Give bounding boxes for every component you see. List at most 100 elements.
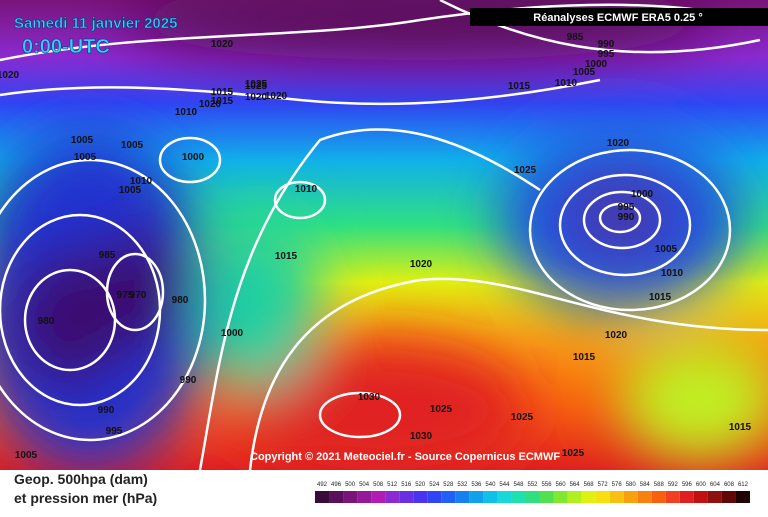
colorbar-cell — [623, 491, 638, 503]
isobar-label: 1025 — [245, 79, 268, 90]
colorbar-cell — [427, 491, 442, 503]
isobar-label: 1025 — [514, 165, 537, 176]
isobar-label: 1000 — [631, 189, 654, 200]
isobar-label: 1025 — [511, 412, 534, 423]
isobar-label: 1010 — [175, 107, 198, 118]
source: Réanalyses ECMWF ERA5 0.25 ° — [533, 12, 702, 24]
colorbar-cell — [609, 491, 624, 503]
colorbar-label: 576 — [612, 482, 623, 488]
isobar-label: 1020 — [605, 330, 628, 341]
colorbar-cell — [539, 491, 554, 503]
date: Samedi 11 janvier 2025 — [14, 15, 177, 32]
colorbar-label: 496 — [331, 482, 342, 488]
isobar-label: 1010 — [295, 184, 318, 195]
isobar-label: 990 — [618, 212, 635, 223]
colorbar-label: 612 — [738, 482, 749, 488]
isobar-label: 1005 — [573, 67, 596, 78]
colorbar-label: 564 — [570, 482, 581, 488]
colorbar-label: 508 — [373, 482, 384, 488]
isobar-label: 990 — [98, 405, 115, 416]
colorbar-label: 528 — [443, 482, 454, 488]
isobar-label: 1020 — [265, 91, 288, 102]
isobar-label: 1015 — [573, 352, 596, 363]
isobar-label: 1030 — [358, 392, 381, 403]
colorbar-cell — [651, 491, 666, 503]
colorbar-cell — [511, 491, 526, 503]
isobar-label: 1015 — [211, 87, 234, 98]
isobar-label: 995 — [598, 49, 615, 60]
colorbar-label: 596 — [682, 482, 693, 488]
isobar-label: 1010 — [661, 268, 684, 279]
isobar-label: 995 — [618, 202, 635, 213]
isobars — [0, 0, 768, 470]
colorbar-label: 520 — [415, 482, 426, 488]
isobar-label: 1005 — [15, 450, 38, 461]
isobar-label: 1020 — [607, 138, 630, 149]
colorbar-cell — [455, 491, 470, 503]
isobar-label: 1010 — [555, 78, 578, 89]
isobar-label: 1000 — [585, 59, 608, 70]
isobar-label: 1010 — [130, 176, 153, 187]
colorbar-label: 548 — [513, 482, 524, 488]
colorbar-cell — [637, 491, 652, 503]
isobar-label: 1025 — [562, 448, 585, 459]
copyright: Copyright © 2021 Meteociel.fr - Source C… — [250, 451, 560, 463]
isobar-label: 1020 — [0, 70, 20, 81]
colorbar-cell — [343, 491, 358, 503]
colorbar-cell — [679, 491, 694, 503]
colorbar-label: 500 — [345, 482, 356, 488]
colorbar-cell — [399, 491, 414, 503]
colorbar-cell — [357, 491, 372, 503]
isobar-label: 1020 — [245, 92, 268, 103]
colorbar-label: 604 — [710, 482, 721, 488]
colorbar-label: 568 — [584, 482, 595, 488]
colorbar-label: 556 — [542, 482, 553, 488]
isobar-label: 990 — [598, 39, 615, 50]
legend-title: Geop. 500hpa (dam) — [14, 471, 148, 487]
colorbar-cell — [413, 491, 428, 503]
colorbar-label: 492 — [317, 482, 328, 488]
colorbar-cell — [371, 491, 386, 503]
colorbar-cell — [707, 491, 722, 503]
isobar-label: 1030 — [410, 431, 433, 442]
colorbar-cell — [553, 491, 568, 503]
field — [0, 0, 768, 470]
colorbar-cell — [483, 491, 498, 503]
isobar-label: 1020 — [410, 259, 433, 270]
colorbar-label: 608 — [724, 482, 735, 488]
colorbar-cell — [567, 491, 582, 503]
isobar-label: 985 — [567, 32, 584, 43]
colorbar-cell — [497, 491, 512, 503]
isobar-label: 1000 — [182, 152, 205, 163]
colorbar-label: 588 — [654, 482, 665, 488]
colorbar-cell — [315, 491, 330, 503]
legend-subtitle: et pression mer (hPa) — [14, 490, 157, 506]
isobar-label: 1015 — [729, 422, 752, 433]
colorbar-cell — [525, 491, 540, 503]
isobar-label: 1005 — [71, 135, 94, 146]
isobar-label: 980 — [172, 295, 189, 306]
colorbar-label: 536 — [471, 482, 482, 488]
isobar-label: 985 — [99, 250, 116, 261]
isobar-label: 1000 — [221, 328, 244, 339]
colorbar-cell — [469, 491, 484, 503]
colorbar-label: 552 — [527, 482, 538, 488]
isobar-label: 1005 — [121, 140, 144, 151]
colorbar-cell — [385, 491, 400, 503]
isobar-label: 1005 — [655, 244, 678, 255]
colorbar-label: 532 — [457, 482, 468, 488]
colorbar-label: 572 — [598, 482, 609, 488]
colorbar-label: 516 — [401, 482, 412, 488]
colorbar-cell — [721, 491, 736, 503]
isobar-label: 1015 — [649, 292, 672, 303]
colorbar-label: 560 — [556, 482, 567, 488]
isobar-label: 1015 — [275, 251, 298, 262]
isobar-label: 995 — [106, 426, 123, 437]
colorbar-label: 600 — [696, 482, 707, 488]
isobar-label: 1005 — [74, 152, 97, 163]
isobar-label: 975 — [117, 290, 134, 301]
isobar-label: 1020 — [211, 39, 234, 50]
isobar-label: 1020 — [199, 99, 222, 110]
colorbar-cell — [735, 491, 750, 503]
